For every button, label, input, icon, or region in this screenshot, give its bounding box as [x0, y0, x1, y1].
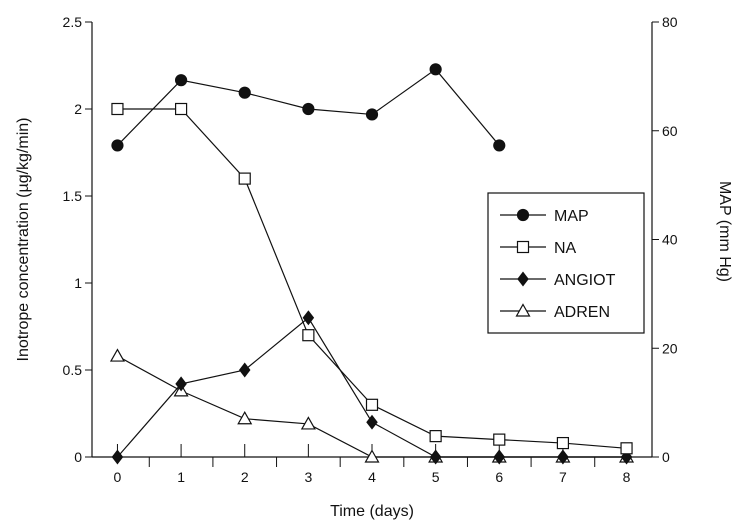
x-tick-label: 7: [559, 469, 567, 485]
data-point-angiot: [175, 376, 187, 392]
legend: MAP NA ANGIOT ADREN: [487, 192, 645, 334]
legend-label-adren: ADREN: [554, 304, 610, 321]
legend-label-na: NA: [554, 240, 577, 257]
data-point-adren: [300, 416, 316, 430]
data-point-map: [429, 63, 442, 76]
data-point-angiot: [429, 449, 442, 465]
y-left-tick-label: 1.5: [63, 188, 83, 204]
y-right-axis-title: MAP (mm Hg): [716, 181, 733, 282]
legend-item-na: NA: [500, 240, 577, 257]
legend-label-angiot: ANGIOT: [554, 272, 616, 289]
y-right-tick-label: 80: [662, 14, 678, 30]
series-map: [111, 63, 506, 152]
y-left-tick-label: 0: [74, 449, 82, 465]
data-point-na: [302, 329, 315, 342]
data-point-map: [493, 139, 506, 152]
y-left-tick-label: 0.5: [63, 362, 83, 378]
x-tick-label: 8: [623, 469, 631, 485]
y-left-tick-label: 1: [74, 275, 82, 291]
data-point-map: [111, 139, 124, 152]
data-point-adren: [109, 348, 125, 362]
x-axis-title: Time (days): [330, 503, 414, 520]
data-point-angiot: [493, 449, 506, 465]
x-tick-label: 2: [241, 469, 249, 485]
data-point-na: [111, 102, 124, 116]
data-point-na: [238, 172, 251, 185]
legend-marker-angiot: [517, 271, 529, 287]
legend-item-angiot: ANGIOT: [500, 271, 616, 289]
series-line-angiot: [117, 316, 627, 458]
x-tick-label: 3: [304, 469, 312, 485]
y-left-axis-title: Inotrope concentration (µg/kg/min): [15, 117, 32, 361]
x-tick-label: 4: [368, 469, 376, 485]
data-point-angiot: [302, 310, 315, 326]
y-right-tick-label: 40: [662, 232, 678, 248]
y-right-tick-label: 60: [662, 123, 678, 139]
data-point-adren: [237, 411, 253, 425]
series-na: [111, 102, 633, 455]
x-tick-label: 5: [432, 469, 440, 485]
data-point-na: [174, 102, 188, 116]
x-tick-label: 6: [495, 469, 503, 485]
data-point-na: [429, 430, 442, 443]
data-point-map: [174, 74, 188, 87]
legend-marker-adren: [515, 303, 531, 317]
y-left-tick-label: 2.5: [63, 14, 83, 30]
y-left-tick-label: 2: [74, 101, 82, 117]
series-layer: [109, 63, 635, 465]
data-point-na: [556, 436, 570, 450]
data-point-angiot: [238, 362, 251, 378]
data-point-adren: [364, 449, 380, 463]
legend-marker-na: [516, 240, 530, 254]
legend-item-map: MAP: [500, 208, 589, 225]
y-right-tick-label: 20: [662, 340, 678, 356]
data-point-angiot: [366, 414, 378, 430]
legend-marker-map: [516, 208, 530, 222]
legend-items: MAP NA ANGIOT ADREN: [500, 208, 616, 321]
series-angiot: [111, 310, 633, 465]
data-point-angiot: [557, 449, 569, 465]
legend-box: [487, 192, 645, 334]
data-point-map: [238, 86, 251, 99]
data-point-na: [365, 398, 379, 411]
x-tick-label: 1: [177, 469, 185, 485]
y-right-tick-label: 0: [662, 449, 670, 465]
data-point-angiot: [111, 449, 124, 465]
legend-item-adren: ADREN: [500, 303, 610, 321]
legend-label-map: MAP: [554, 208, 589, 225]
data-point-na: [493, 433, 506, 446]
data-point-map: [365, 108, 379, 121]
x-tick-label: 0: [114, 469, 122, 485]
data-point-na: [620, 442, 633, 455]
data-point-map: [302, 102, 315, 116]
